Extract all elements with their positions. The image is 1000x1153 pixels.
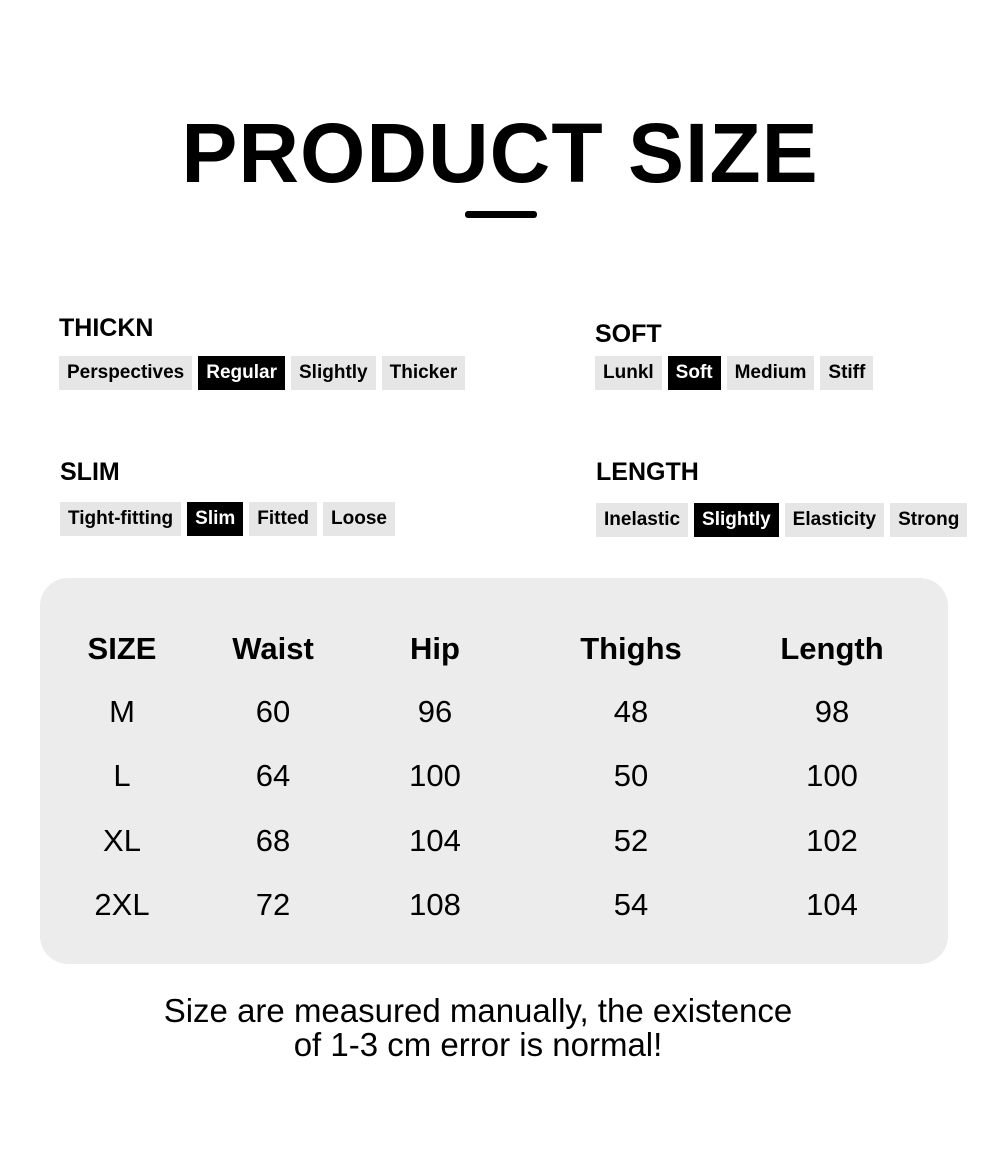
attribute-option: Tight-fitting [60, 502, 182, 536]
table-header-cell: Thighs [580, 631, 682, 666]
table-cell: 96 [417, 694, 453, 729]
table-cell: 60 [255, 694, 291, 729]
table-cell: 98 [814, 694, 850, 729]
table-header-cell: Length [780, 631, 884, 666]
attribute-option: Slightly [694, 503, 779, 537]
table-cell: 100 [806, 758, 858, 793]
table-cell: M [109, 694, 135, 729]
table-cell: 68 [255, 823, 291, 858]
attribute-option: Stiff [820, 356, 874, 390]
attribute-option: Fitted [249, 502, 318, 536]
attribute-options: Inelastic Slightly Elasticity Strong [596, 503, 968, 537]
table-cell: 100 [409, 758, 461, 793]
table-cell: 54 [613, 887, 649, 922]
table-cell: 104 [409, 823, 461, 858]
table-cell: 108 [409, 887, 461, 922]
table-header-cell: Hip [410, 631, 460, 666]
table-cell: 64 [255, 758, 291, 793]
table-cell: 48 [613, 694, 649, 729]
attribute-option: Slightly [291, 356, 376, 390]
attribute-option: Thicker [381, 356, 466, 390]
table-header-cell: SIZE [87, 631, 157, 666]
attribute-option: Strong [890, 503, 968, 537]
attribute-options: Lunkl Soft Medium Stiff [595, 356, 874, 390]
attribute-option: Elasticity [784, 503, 885, 537]
table-cell: 52 [613, 823, 649, 858]
attribute-option: Inelastic [596, 503, 689, 537]
attribute-option: Loose [323, 502, 395, 536]
attribute-label: SOFT [595, 320, 662, 348]
table-cell: XL [103, 823, 141, 858]
attribute-option: Lunkl [595, 356, 662, 390]
title-underline [465, 211, 537, 218]
attribute-option: Regular [198, 356, 285, 390]
attribute-label: THICKN [59, 314, 154, 342]
table-cell: L [113, 758, 131, 793]
note-line: Size are measured manually, the existenc… [163, 992, 793, 1029]
table-cell: 2XL [94, 887, 150, 922]
table-cell: 50 [613, 758, 649, 793]
attribute-option: Perspectives [59, 356, 193, 390]
attribute-option: Soft [667, 356, 721, 390]
attribute-option: Slim [187, 502, 244, 536]
attribute-label: SLIM [60, 458, 120, 486]
table-header-cell: Waist [232, 631, 314, 666]
table-cell: 72 [255, 887, 291, 922]
table-cell: 102 [806, 823, 858, 858]
note-line: of 1-3 cm error is normal! [293, 1026, 663, 1063]
attribute-option: Medium [726, 356, 815, 390]
title: PRODUCT SIZE [181, 106, 819, 200]
attribute-options: Tight-fitting Slim Fitted Loose [60, 502, 395, 536]
attribute-options: Perspectives Regular Slightly Thicker [59, 356, 466, 390]
table-cell: 104 [806, 887, 858, 922]
attribute-label: LENGTH [596, 458, 699, 486]
size-table-panel [40, 578, 948, 964]
